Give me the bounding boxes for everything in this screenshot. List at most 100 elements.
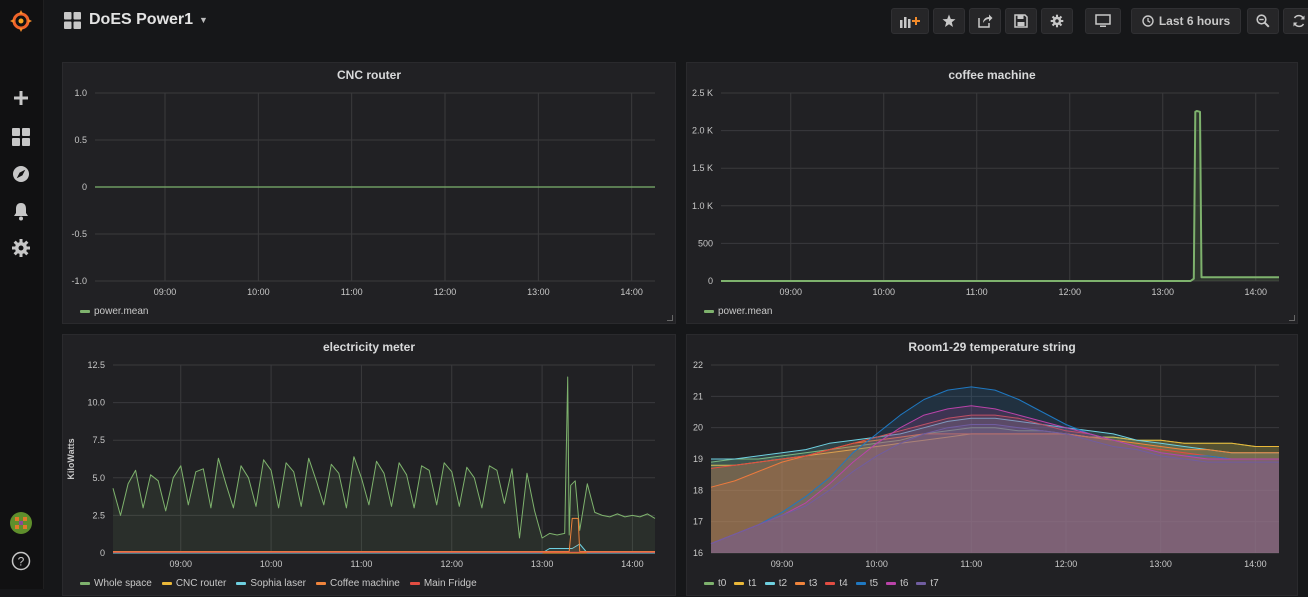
- series-line-t2[interactable]: [711, 417, 1279, 460]
- star-icon: [942, 14, 956, 27]
- save-button[interactable]: [1005, 8, 1037, 34]
- x-tick-label: 10:00: [260, 559, 283, 569]
- top-navbar: DoES Power1 ▼ Last 6 hours: [44, 0, 1308, 42]
- zoom-out-icon: [1256, 14, 1270, 28]
- legend-item[interactable]: power.mean: [704, 306, 772, 317]
- y-tick-label: 2.5: [92, 510, 105, 520]
- gear-icon[interactable]: [6, 233, 36, 263]
- panel-title[interactable]: Room1-29 temperature string: [908, 340, 1076, 354]
- legend-swatch: [764, 582, 775, 585]
- legend-item[interactable]: Main Fridge: [409, 578, 477, 589]
- legend-item[interactable]: t6: [886, 578, 908, 589]
- legend-item[interactable]: Whole space: [80, 578, 152, 589]
- y-tick-label: -1.0: [71, 276, 87, 286]
- add-panel-button[interactable]: [891, 8, 929, 34]
- legend-item[interactable]: t5: [855, 578, 879, 589]
- room-temperature-graph[interactable]: 22 21 20 19 18 17 16 09:00 10:00 11:00 12:00 13:00 1…: [687, 335, 1299, 597]
- help-icon[interactable]: ?: [6, 546, 36, 576]
- legend-item[interactable]: Coffee machine: [315, 578, 400, 589]
- legend-label: Coffee machine: [329, 578, 400, 589]
- panel-title[interactable]: coffee machine: [948, 68, 1036, 82]
- star-button[interactable]: [933, 8, 965, 34]
- series-line-whole-space[interactable]: [112, 376, 656, 539]
- legend-label: Whole space: [94, 578, 152, 589]
- electricity-meter-graph[interactable]: 12.5 10.0 7.5 5.0 2.5 0 09:00 10:00 11:00 12:00 13…: [63, 335, 677, 597]
- refresh-icon: [1293, 14, 1305, 28]
- y-tick-label: 20: [693, 423, 703, 433]
- bell-icon[interactable]: [6, 196, 36, 226]
- y-tick-label: 12.5: [87, 360, 105, 370]
- legend-swatch: [704, 582, 714, 585]
- legend-item[interactable]: t7: [916, 578, 939, 589]
- legend-swatch: [734, 582, 745, 585]
- series-line-t6[interactable]: [710, 405, 1279, 545]
- legend-item[interactable]: t0: [704, 578, 726, 589]
- cnc-router-graph[interactable]: 1.0 0.5 0 -0.5 -1.0 09:00 10:00 11:00 12:00 13:00…: [63, 63, 677, 325]
- panel-resize-handle[interactable]: [667, 315, 673, 321]
- series-area: [711, 405, 1279, 553]
- x-tick-label: 11:00: [960, 559, 982, 569]
- legend-label: power.mean: [718, 306, 773, 317]
- x-tick-label: 12:00: [434, 287, 457, 297]
- coffee-machine-graph[interactable]: 2.5 K 2.0 K 1.5 K 1.0 K 500 0 09:00 10:00 11:00 1…: [687, 63, 1299, 325]
- series-line-t4[interactable]: [710, 414, 1279, 469]
- legend-label: t3: [809, 578, 818, 589]
- legend-item[interactable]: power.mean: [80, 306, 148, 317]
- legend-item[interactable]: t2: [764, 578, 787, 589]
- y-tick-label: 10.0: [87, 398, 105, 408]
- y-tick-label: 0: [100, 548, 105, 558]
- x-tick-label: 14:00: [621, 559, 644, 569]
- user-avatar[interactable]: [6, 508, 36, 538]
- legend-item[interactable]: t1: [734, 578, 757, 589]
- legend-item[interactable]: CNC router: [161, 578, 227, 589]
- legend-swatch: [795, 582, 806, 585]
- graph-legend: Whole space CNC router Sophia laser Coff…: [80, 578, 477, 589]
- tv-mode-button[interactable]: [1085, 8, 1121, 34]
- legend-swatch: [916, 582, 927, 585]
- dashboard-title: DoES Power1: [89, 11, 194, 28]
- side-menu: ?: [0, 0, 44, 589]
- settings-button[interactable]: [1041, 8, 1073, 34]
- y-tick-label: -0.5: [71, 229, 87, 239]
- legend-item[interactable]: t3: [795, 578, 817, 589]
- y-tick-label: 22: [693, 360, 703, 370]
- y-tick-label: 2.0 K: [692, 126, 713, 136]
- y-tick-label: 7.5: [92, 435, 105, 445]
- legend-label: CNC router: [175, 578, 227, 589]
- y-tick-label: 16: [693, 548, 703, 558]
- panel-title[interactable]: electricity meter: [322, 340, 416, 354]
- legend-item[interactable]: t4: [825, 578, 848, 589]
- panel-title[interactable]: CNC router: [336, 68, 401, 82]
- x-tick-label: 12:00: [440, 559, 463, 569]
- legend-label: t1: [748, 578, 757, 589]
- panel-electricity-meter: electricity meter 12.5 10.0 7.5 5.0 2.5 0 09:0…: [62, 334, 676, 596]
- svg-text:?: ?: [18, 555, 25, 569]
- series-line-sophia-laser[interactable]: [113, 543, 655, 554]
- explore-icon[interactable]: [6, 159, 36, 189]
- legend-swatch: [704, 310, 714, 313]
- legend-swatch: [236, 582, 247, 585]
- plus-icon[interactable]: [6, 83, 36, 113]
- y-tick-label: 17: [693, 517, 703, 527]
- grafana-logo[interactable]: [6, 6, 36, 36]
- legend-label: t6: [900, 578, 909, 589]
- series-line-t7[interactable]: [710, 424, 1279, 545]
- legend-item[interactable]: Sophia laser: [236, 578, 306, 589]
- dashboards-icon[interactable]: [6, 122, 36, 152]
- legend-swatch: [825, 582, 836, 585]
- legend-label: t5: [869, 578, 879, 589]
- series-line-coffee-machine[interactable]: [113, 517, 655, 552]
- time-picker-button[interactable]: Last 6 hours: [1131, 8, 1241, 34]
- share-button[interactable]: [969, 8, 1001, 34]
- zoom-out-button[interactable]: [1247, 8, 1279, 34]
- y-tick-label: 0: [708, 276, 713, 286]
- series-area: [711, 424, 1279, 553]
- legend-label: Main Fridge: [423, 578, 477, 589]
- refresh-button[interactable]: [1283, 8, 1308, 34]
- dashboard-picker[interactable]: DoES Power1 ▼: [64, 11, 208, 29]
- legend-swatch: [161, 582, 172, 585]
- series-line-power-mean[interactable]: [721, 110, 1279, 282]
- x-tick-label: 14:00: [1244, 287, 1267, 297]
- panel-resize-handle[interactable]: [1289, 315, 1295, 321]
- tv-mode-icon: [1095, 14, 1111, 27]
